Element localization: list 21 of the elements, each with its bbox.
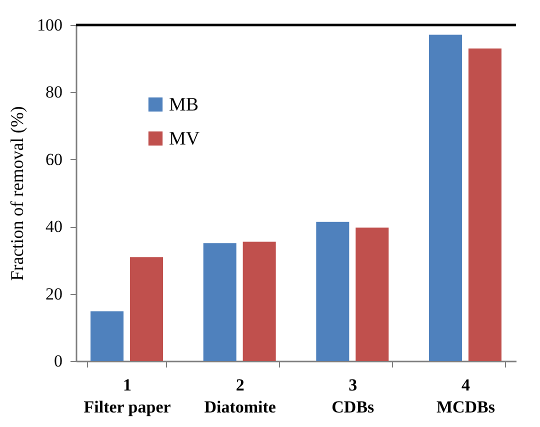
x-tick-label: 2 Diatomite xyxy=(204,376,276,416)
y-tick-label: 60 xyxy=(46,150,62,169)
legend-label: MB xyxy=(169,94,199,116)
bar xyxy=(428,34,462,361)
x-tick-label: 3 CDBs xyxy=(332,376,375,416)
y-tick-label: 0 xyxy=(54,352,62,370)
bar xyxy=(90,311,124,361)
x-tick-label: 1 Filter paper xyxy=(84,376,172,416)
bar xyxy=(242,242,276,361)
bar xyxy=(356,228,389,361)
bar xyxy=(130,257,164,361)
y-tick-label: 40 xyxy=(46,217,62,236)
y-axis-title: Fraction of removal (%) xyxy=(7,106,27,281)
bar xyxy=(316,222,350,361)
y-tick-label: 80 xyxy=(46,82,62,102)
bar xyxy=(468,48,502,361)
y-tick-label: 20 xyxy=(46,284,62,304)
y-tick-label: 100 xyxy=(37,16,62,34)
legend-label: MV xyxy=(169,128,200,150)
x-tick-label: 4 MCDBs xyxy=(436,376,496,416)
bar xyxy=(203,243,236,361)
